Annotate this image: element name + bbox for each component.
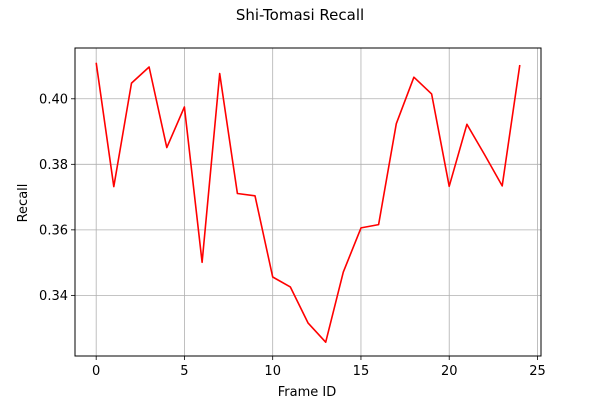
x-tick-label: 20 bbox=[441, 364, 458, 379]
x-tick-label: 25 bbox=[529, 364, 546, 379]
plot-frame bbox=[74, 47, 542, 357]
y-axis-label: Recall bbox=[16, 184, 31, 223]
chart-title: Shi-Tomasi Recall bbox=[236, 6, 364, 24]
y-tick-label: 0.36 bbox=[39, 223, 68, 238]
y-axis-ticks: 0.34 0.36 0.38 0.40 bbox=[39, 92, 75, 304]
x-axis-label: Frame ID bbox=[278, 385, 336, 400]
y-tick-label: 0.40 bbox=[39, 92, 68, 107]
y-tick-label: 0.34 bbox=[39, 289, 68, 304]
recall-line bbox=[95, 62, 521, 344]
series-lines bbox=[95, 62, 521, 344]
y-tick-label: 0.38 bbox=[39, 158, 68, 173]
x-tick-label: 5 bbox=[180, 364, 188, 379]
x-tick-label: 15 bbox=[353, 364, 370, 379]
x-tick-label: 10 bbox=[264, 364, 281, 379]
grid-lines bbox=[75, 48, 541, 356]
x-axis-ticks: 0 5 10 15 20 25 bbox=[92, 356, 546, 379]
x-tick-label: 0 bbox=[92, 364, 100, 379]
